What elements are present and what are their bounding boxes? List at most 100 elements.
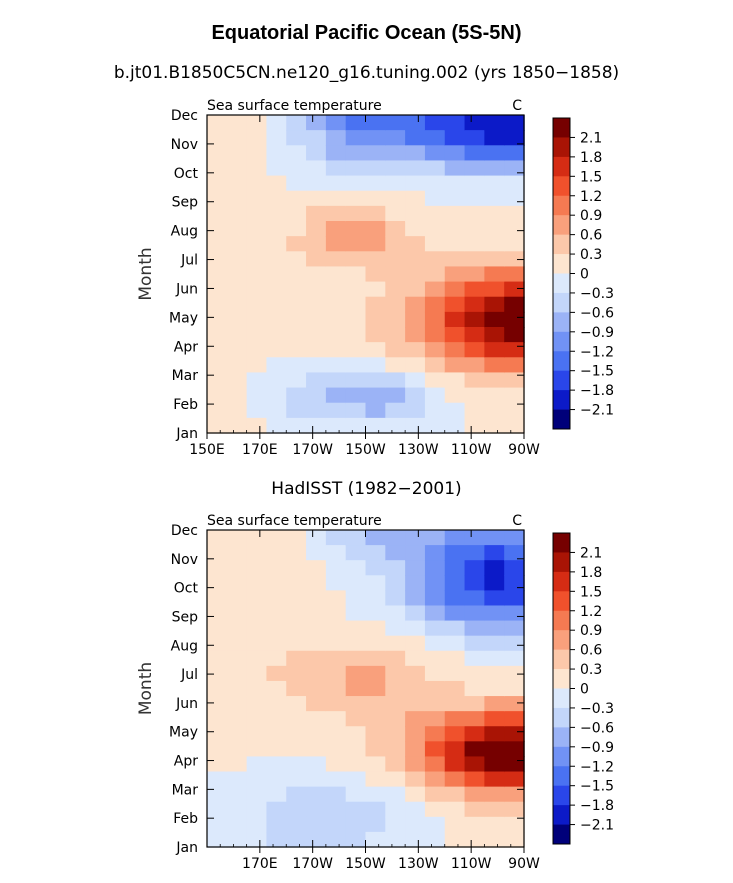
sst-cell (306, 145, 327, 162)
sst-cell (504, 726, 525, 743)
colorbar-label: −0.3 (580, 701, 614, 717)
sst-cell (286, 696, 307, 712)
sst-cell (246, 145, 268, 162)
sst-cell (444, 160, 466, 177)
colorbar-label: −0.6 (580, 305, 614, 321)
colorbar-swatch (553, 312, 570, 333)
sst-cell (464, 266, 486, 283)
sst-cell (246, 402, 268, 419)
sst-cell (345, 605, 367, 622)
sst-cell (444, 417, 466, 434)
sst-cell (207, 175, 228, 192)
sst-cell (325, 620, 347, 637)
sst-cell (325, 266, 347, 283)
sst-cell (325, 281, 347, 298)
panel1-subtitle: b.jt01.B1850C5CN.ne120_g16.tuning.002 (y… (113, 63, 620, 83)
sst-cell (405, 266, 426, 283)
colorbar-swatch (553, 649, 570, 670)
colorbar-swatch (553, 785, 570, 806)
sst-cell (464, 696, 486, 712)
sst-cell (246, 251, 268, 268)
sst-cell (424, 756, 446, 773)
sst-cell (306, 605, 327, 622)
sst-cell (405, 786, 426, 803)
sst-cell (226, 281, 248, 298)
y-tick-label: Sep (172, 195, 199, 211)
colorbar-swatch (553, 254, 570, 274)
sst-cell (345, 236, 367, 252)
sst-cell (286, 311, 307, 328)
colorbar-swatch (553, 824, 570, 845)
sst-cell (385, 801, 406, 818)
colorbar-swatch (553, 766, 570, 787)
colorbar-label: −1.8 (580, 383, 614, 399)
sst-cell (226, 236, 248, 252)
sst-cell (484, 635, 505, 652)
sst-cell (484, 130, 505, 146)
colorbar-label: 0.3 (580, 662, 602, 678)
sst-cell (345, 726, 367, 743)
y-axis-label: Month (136, 662, 156, 715)
sst-cell (365, 575, 387, 592)
sst-cell (226, 387, 248, 404)
sst-cell (424, 130, 446, 146)
sst-cell (405, 221, 426, 237)
sst-cell (226, 665, 248, 682)
sst-cell (266, 771, 287, 788)
sst-cell (365, 372, 387, 389)
sst-cell (385, 342, 406, 358)
sst-cell (306, 387, 327, 404)
sst-cell (325, 236, 347, 252)
sst-cell (325, 530, 347, 546)
sst-cell (246, 771, 268, 788)
y-tick-label: Oct (174, 581, 199, 597)
sst-cell (286, 831, 307, 848)
sst-cell (484, 115, 505, 131)
sst-cell (444, 605, 466, 622)
sst-cell (345, 251, 367, 268)
sst-cell (444, 786, 466, 803)
sst-cell (424, 342, 446, 358)
sst-cell (286, 236, 307, 252)
sst-cell (405, 711, 426, 727)
sst-cell (365, 650, 387, 667)
sst-cell (246, 801, 268, 818)
sst-cell (444, 251, 466, 268)
sst-cell (306, 175, 327, 192)
sst-cell (464, 145, 486, 162)
sst-cell (226, 816, 248, 833)
sst-cell (424, 680, 446, 697)
sst-cell (226, 756, 248, 773)
sst-cell (226, 417, 248, 434)
sst-cell (504, 801, 525, 818)
sst-cell (365, 665, 387, 682)
sst-cell (504, 145, 525, 162)
sst-cell (405, 756, 426, 773)
sst-cell (207, 357, 228, 374)
sst-cell (464, 296, 486, 313)
units-label: C (512, 98, 522, 114)
sst-cell (266, 115, 287, 131)
sst-cell (484, 311, 505, 328)
sst-cell (246, 816, 268, 833)
colorbar-label: −1.2 (580, 344, 614, 360)
sst-cell (444, 771, 466, 788)
sst-cell (246, 296, 268, 313)
sst-cell (464, 281, 486, 298)
y-tick-label: Sep (172, 609, 199, 625)
sst-cell (325, 801, 347, 818)
y-tick-label: Feb (173, 397, 198, 413)
sst-cell (464, 251, 486, 268)
sst-cell (424, 327, 446, 343)
sst-cell (444, 530, 466, 546)
x-tick-label: 130W (398, 442, 439, 458)
sst-cell (207, 801, 228, 818)
sst-cell (365, 620, 387, 637)
sst-cell (266, 417, 287, 434)
sst-cell (325, 635, 347, 652)
colorbar-label: 0 (580, 267, 589, 283)
sst-cell (226, 357, 248, 374)
sst-cell (405, 387, 426, 404)
sst-cell (365, 175, 387, 192)
sst-cell (484, 205, 505, 222)
